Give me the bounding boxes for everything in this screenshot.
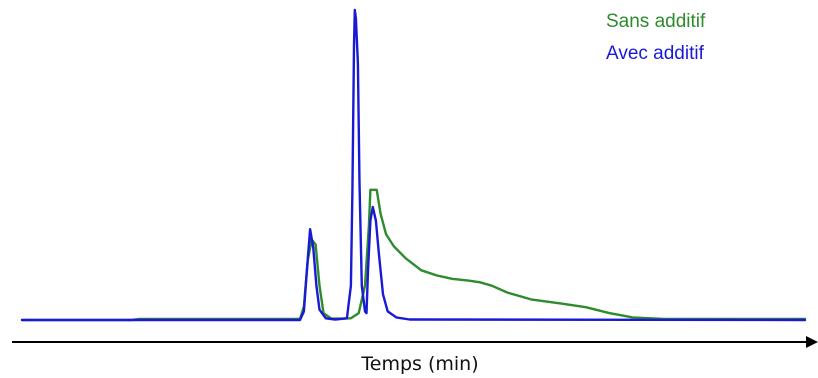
series-line-sans-additif <box>20 188 807 322</box>
x-axis-arrowhead <box>806 336 818 348</box>
legend-entry-sans-additif: Sans additif <box>606 11 706 32</box>
series-layer <box>20 8 807 322</box>
x-axis-label: Temps (min) <box>360 353 478 375</box>
series-line-avec-additif <box>20 8 807 322</box>
legend-entry-avec-additif: Avec additif <box>606 43 705 64</box>
